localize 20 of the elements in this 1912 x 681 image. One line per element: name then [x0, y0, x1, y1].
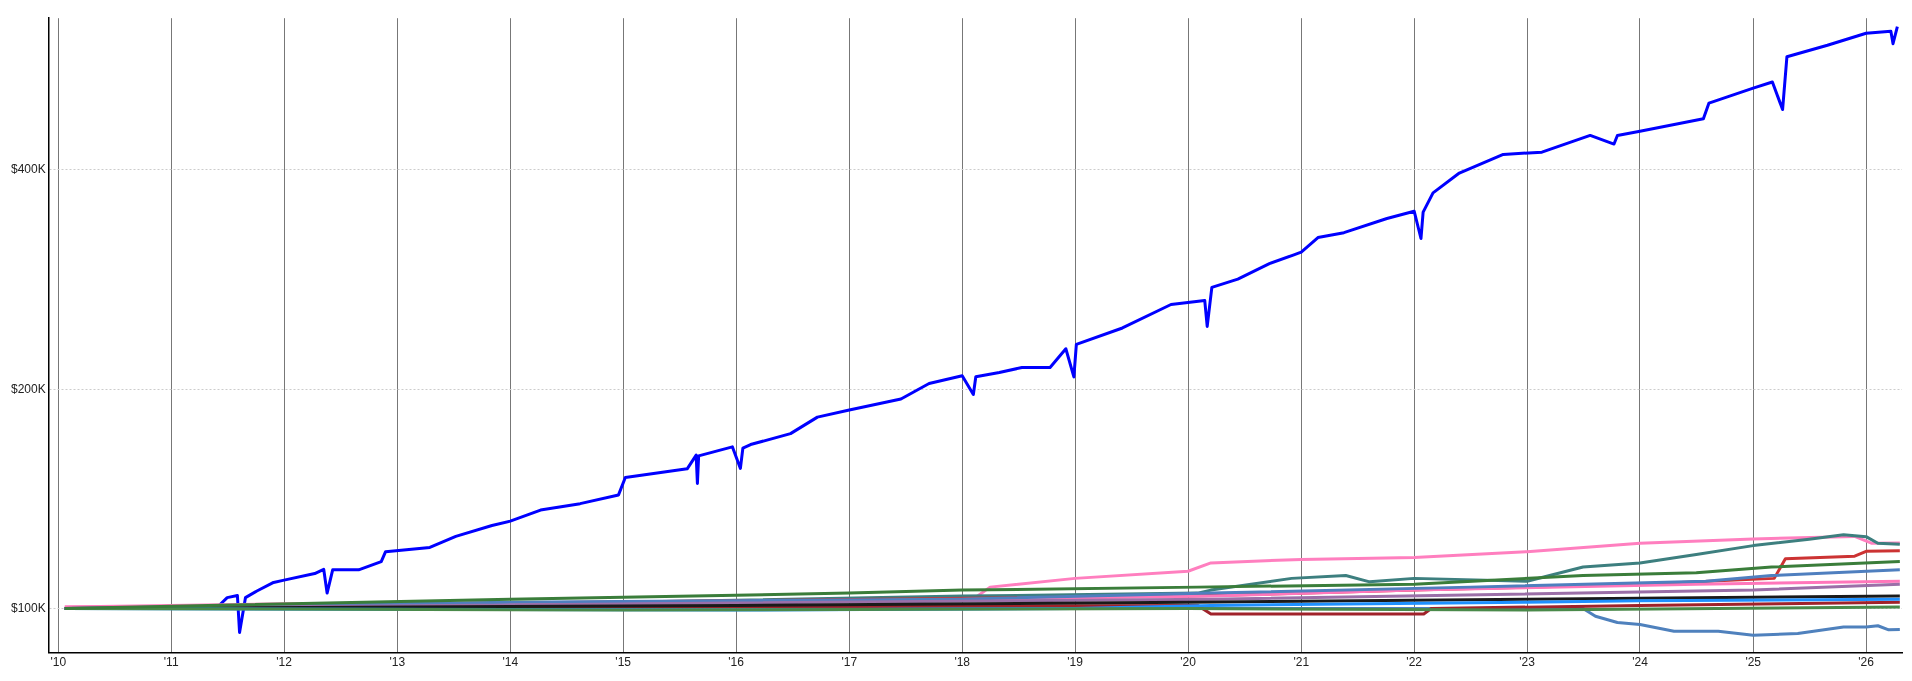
x-tick-label: '12 — [276, 655, 293, 670]
x-tick-label: '19 — [1067, 655, 1084, 670]
x-tick-label: '13 — [389, 655, 406, 670]
x-tick-label: '26 — [1858, 655, 1875, 670]
x-tick-label: '25 — [1745, 655, 1762, 670]
x-tick-label: '23 — [1519, 655, 1536, 670]
x-tick-label: '22 — [1406, 655, 1423, 670]
x-tick-label: '18 — [954, 655, 971, 670]
y-tick-label: $100K — [11, 600, 46, 615]
x-tick-label: '15 — [615, 655, 632, 670]
y-tick-label: $200K — [11, 381, 46, 396]
x-tick-label: '14 — [502, 655, 519, 670]
y-tick-label: $400K — [11, 162, 46, 177]
x-tick-label: '10 — [50, 655, 67, 670]
x-tick-label: '21 — [1293, 655, 1310, 670]
x-tick-label: '24 — [1632, 655, 1649, 670]
x-tick-label: '16 — [728, 655, 745, 670]
x-tick-label: '20 — [1180, 655, 1197, 670]
x-tick-label: '17 — [841, 655, 858, 670]
x-tick-label: '11 — [163, 655, 179, 670]
